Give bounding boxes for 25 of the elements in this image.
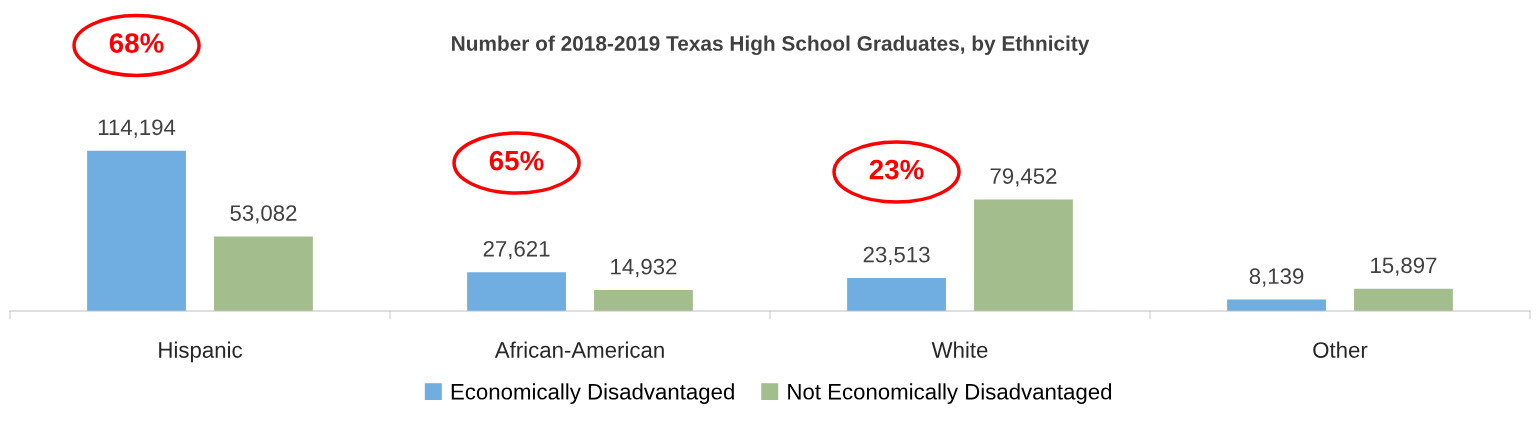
bar [594,290,693,311]
data-label: 23,513 [863,246,930,266]
bar [214,236,313,311]
x-tick-label: African-American [494,341,664,358]
text: 68% [109,33,164,53]
annotation: 65% [489,150,544,171]
x-tick-label: White [931,341,988,358]
data-label: 14,932 [611,258,677,278]
legend-label: Not Economically Disadvantaged [788,383,1112,404]
chart-title: Number of 2018-2019 Texas High School Graduates, by Ethnicity [452,35,1090,56]
bar [1354,288,1453,311]
data-label: 79,452 [990,168,1057,187]
annotation: 23% [869,159,924,180]
data-label: 15,897 [1371,257,1437,276]
data-label: 8,139 [1249,268,1304,287]
bar [87,150,186,311]
data-label: 114,194 [98,119,176,138]
bar [847,277,946,311]
x-tick-label: Other [1313,341,1368,358]
bar [974,199,1073,311]
bar [467,272,566,311]
legend-label: Economically Disadvantaged [451,383,734,404]
x-tick-label: Hispanic [159,341,243,363]
data-label: 27,621 [483,240,550,260]
data-label: 53,082 [230,205,297,224]
